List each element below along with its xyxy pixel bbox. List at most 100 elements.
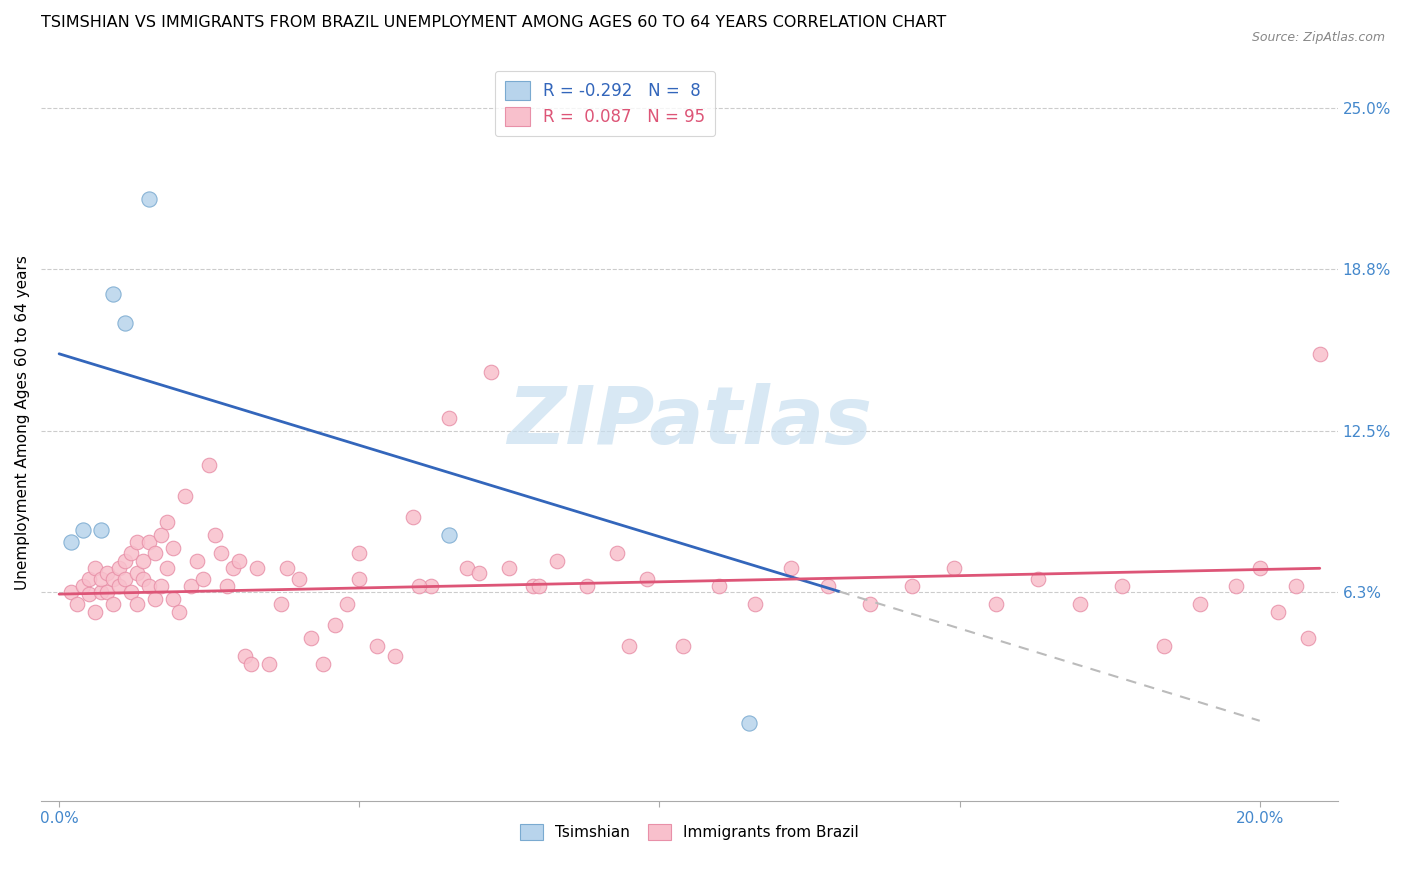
Point <box>1069 598 1091 612</box>
Point <box>162 592 184 607</box>
Point <box>90 572 112 586</box>
Point <box>156 515 179 529</box>
Point <box>143 546 166 560</box>
Point <box>606 546 628 560</box>
Point <box>114 553 136 567</box>
Point <box>780 561 803 575</box>
Point <box>90 584 112 599</box>
Point <box>127 535 149 549</box>
Point <box>222 561 245 575</box>
Point <box>942 561 965 575</box>
Point <box>1225 579 1247 593</box>
Point <box>744 598 766 612</box>
Point <box>101 287 124 301</box>
Point <box>96 566 118 581</box>
Point <box>233 649 256 664</box>
Point <box>498 561 520 575</box>
Point <box>246 561 269 575</box>
Point <box>101 598 124 612</box>
Point <box>1285 579 1308 593</box>
Point <box>198 458 221 472</box>
Point <box>96 584 118 599</box>
Point <box>576 579 599 593</box>
Point <box>114 572 136 586</box>
Point <box>174 489 197 503</box>
Point <box>204 527 226 541</box>
Point <box>108 579 131 593</box>
Point <box>349 572 371 586</box>
Point <box>132 553 155 567</box>
Point <box>138 535 160 549</box>
Point <box>84 605 107 619</box>
Point <box>132 572 155 586</box>
Point <box>66 598 89 612</box>
Point <box>384 649 406 664</box>
Point <box>439 411 461 425</box>
Point <box>60 535 83 549</box>
Point <box>127 598 149 612</box>
Legend: Tsimshian, Immigrants from Brazil: Tsimshian, Immigrants from Brazil <box>513 818 865 847</box>
Point <box>127 566 149 581</box>
Point <box>738 716 761 731</box>
Point <box>167 605 190 619</box>
Point <box>349 546 371 560</box>
Point <box>402 509 425 524</box>
Point <box>439 527 461 541</box>
Point <box>108 561 131 575</box>
Point <box>858 598 880 612</box>
Point <box>900 579 922 593</box>
Point <box>420 579 443 593</box>
Point <box>120 584 142 599</box>
Point <box>619 639 641 653</box>
Point <box>276 561 298 575</box>
Point <box>1249 561 1271 575</box>
Point <box>72 523 94 537</box>
Point <box>1309 347 1331 361</box>
Point <box>1296 631 1319 645</box>
Point <box>299 631 322 645</box>
Point <box>366 639 388 653</box>
Point <box>408 579 430 593</box>
Point <box>114 316 136 330</box>
Point <box>228 553 250 567</box>
Point <box>468 566 491 581</box>
Point <box>709 579 731 593</box>
Point <box>984 598 1007 612</box>
Point <box>1026 572 1049 586</box>
Point <box>1188 598 1211 612</box>
Point <box>77 572 100 586</box>
Point <box>101 572 124 586</box>
Point <box>150 527 173 541</box>
Point <box>186 553 208 567</box>
Point <box>288 572 311 586</box>
Point <box>672 639 695 653</box>
Point <box>84 561 107 575</box>
Point <box>180 579 202 593</box>
Point <box>529 579 551 593</box>
Y-axis label: Unemployment Among Ages 60 to 64 years: Unemployment Among Ages 60 to 64 years <box>15 255 30 590</box>
Point <box>1153 639 1175 653</box>
Point <box>120 546 142 560</box>
Point <box>150 579 173 593</box>
Point <box>240 657 263 671</box>
Point <box>546 553 568 567</box>
Text: TSIMSHIAN VS IMMIGRANTS FROM BRAZIL UNEMPLOYMENT AMONG AGES 60 TO 64 YEARS CORRE: TSIMSHIAN VS IMMIGRANTS FROM BRAZIL UNEM… <box>41 15 946 30</box>
Point <box>156 561 179 575</box>
Point <box>143 592 166 607</box>
Point <box>138 192 160 206</box>
Point <box>162 541 184 555</box>
Point <box>257 657 280 671</box>
Point <box>72 579 94 593</box>
Point <box>312 657 335 671</box>
Point <box>1267 605 1289 619</box>
Text: Source: ZipAtlas.com: Source: ZipAtlas.com <box>1251 31 1385 45</box>
Point <box>209 546 232 560</box>
Point <box>522 579 544 593</box>
Point <box>60 584 83 599</box>
Point <box>270 598 292 612</box>
Point <box>456 561 478 575</box>
Point <box>138 579 160 593</box>
Point <box>479 365 502 379</box>
Point <box>90 523 112 537</box>
Point <box>636 572 658 586</box>
